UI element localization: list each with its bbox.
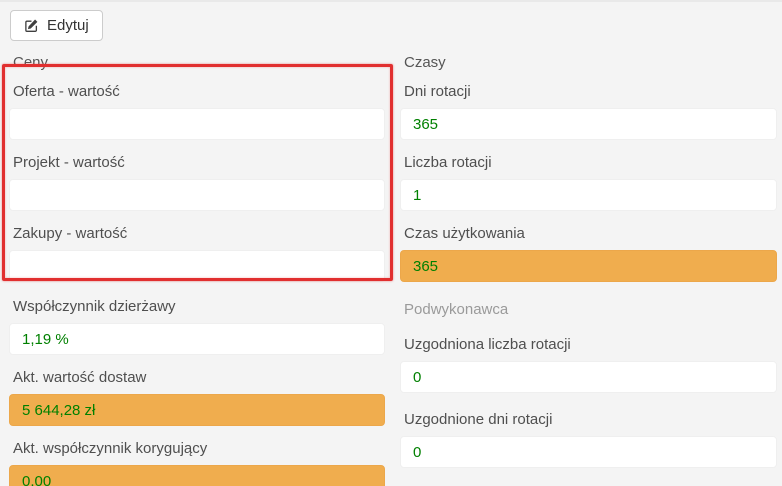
field-label: Projekt - wartość: [13, 154, 125, 171]
field-value-highlighted[interactable]: 5 644,28 zł: [9, 394, 385, 426]
field-label: Oferta - wartość: [13, 83, 120, 100]
prices-section: Ceny Oferta - wartość Projekt - wartość …: [9, 41, 385, 486]
field-value-input[interactable]: [9, 108, 385, 140]
field-label: Współczynnik dzierżawy: [13, 298, 176, 315]
field-dni-rotacji: Dni rotacji 365: [400, 83, 777, 140]
edit-button-label: Edytuj: [47, 17, 89, 34]
field-value-input[interactable]: [9, 179, 385, 211]
field-value-input[interactable]: 1: [400, 179, 777, 211]
field-uzgodnione-dni-rotacji: Uzgodnione dni rotacji 0: [400, 411, 777, 468]
field-czas-uzytkowania: Czas użytkowania 365: [400, 225, 777, 282]
field-label: Liczba rotacji: [404, 154, 492, 171]
field-zakupy-wartosc: Zakupy - wartość: [9, 225, 385, 282]
field-label: Akt. wartość dostaw: [13, 369, 147, 386]
field-wspolczynnik-dzierzawy: Współczynnik dzierżawy 1,19 %: [9, 298, 385, 355]
field-projekt-wartosc: Projekt - wartość: [9, 154, 385, 211]
field-oferta-wartosc: Oferta - wartość: [9, 83, 385, 140]
form-columns: Ceny Oferta - wartość Projekt - wartość …: [0, 41, 782, 486]
field-label: Uzgodniona liczba rotacji: [404, 336, 571, 353]
times-header: Czasy: [404, 54, 446, 71]
field-value-highlighted[interactable]: 0,00: [9, 465, 385, 486]
field-value-input[interactable]: 0: [400, 361, 777, 393]
times-section: Czasy Dni rotacji 365 Liczba rotacji 1 C…: [400, 41, 777, 486]
field-value-input[interactable]: 365: [400, 108, 777, 140]
subcontractor-header: Podwykonawca: [404, 301, 509, 318]
toolbar: Edytuj: [0, 2, 782, 41]
field-value-highlighted[interactable]: 365: [400, 250, 777, 282]
field-label: Uzgodnione dni rotacji: [404, 411, 553, 428]
field-value-input[interactable]: [9, 250, 385, 282]
field-label: Dni rotacji: [404, 83, 471, 100]
field-value-input[interactable]: 0: [400, 436, 777, 468]
edit-pencil-icon: [24, 18, 39, 33]
prices-header: Ceny: [13, 54, 49, 71]
field-label: Zakupy - wartość: [13, 225, 128, 242]
field-uzgodniona-liczba-rotacji: Uzgodniona liczba rotacji 0: [400, 336, 777, 393]
field-akt-wspolczynnik-korygujacy: Akt. współczynnik korygujący 0,00: [9, 440, 385, 486]
field-label: Akt. współczynnik korygujący: [13, 440, 208, 457]
field-value-input[interactable]: 1,19 %: [9, 323, 385, 355]
edit-button[interactable]: Edytuj: [10, 10, 103, 41]
field-liczba-rotacji: Liczba rotacji 1: [400, 154, 777, 211]
field-akt-wartosc-dostaw: Akt. wartość dostaw 5 644,28 zł: [9, 369, 385, 426]
field-label: Czas użytkowania: [404, 225, 525, 242]
subcontractor-fields: Uzgodniona liczba rotacji 0 Uzgodnione d…: [400, 336, 777, 468]
